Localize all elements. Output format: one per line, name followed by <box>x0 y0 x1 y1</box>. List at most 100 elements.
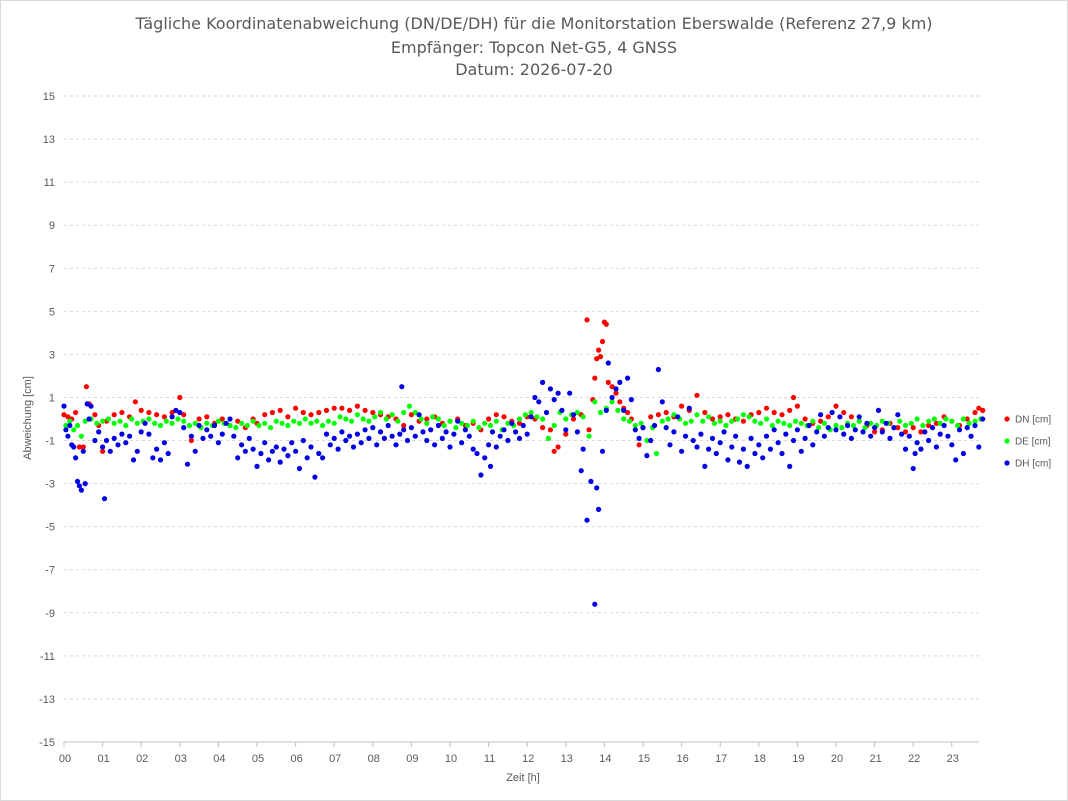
data-point <box>82 481 88 487</box>
data-point <box>63 422 69 429</box>
data-point <box>80 444 86 450</box>
data-point <box>181 418 187 424</box>
data-point <box>74 478 81 484</box>
data-point <box>235 455 241 461</box>
data-point <box>555 444 561 450</box>
data-point <box>597 354 604 360</box>
data-point <box>644 453 650 459</box>
legend-label: DH [cm] <box>1015 459 1051 470</box>
data-point <box>370 425 376 431</box>
data-point <box>154 446 160 452</box>
data-point <box>94 420 100 426</box>
data-point <box>399 384 405 390</box>
data-point <box>540 379 546 385</box>
data-point <box>895 425 901 431</box>
data-point <box>134 448 140 454</box>
data-point <box>536 399 542 405</box>
gridlines <box>64 95 979 700</box>
legend-label: DN [cm] <box>1015 415 1051 426</box>
data-point <box>497 433 503 439</box>
data-point <box>721 429 727 435</box>
data-point <box>653 450 660 457</box>
data-point <box>84 401 90 407</box>
data-point <box>447 444 453 450</box>
data-point <box>509 420 515 426</box>
data-point <box>266 457 272 463</box>
data-point <box>976 405 982 411</box>
data-point <box>964 416 970 422</box>
data-point <box>111 412 117 418</box>
data-point <box>470 446 476 452</box>
data-point <box>563 431 569 437</box>
data-point <box>868 433 874 439</box>
data-point <box>487 463 494 469</box>
data-point <box>540 425 546 431</box>
data-point <box>837 414 843 420</box>
data-point <box>239 442 245 448</box>
data-point <box>980 416 986 422</box>
x-tick-label: 16 <box>676 753 688 765</box>
data-point <box>464 422 470 429</box>
data-point <box>756 442 762 448</box>
data-point <box>493 412 499 418</box>
data-point <box>584 517 590 523</box>
x-tick-label: 12 <box>522 753 534 765</box>
data-point <box>729 418 735 424</box>
data-point <box>377 409 384 416</box>
data-point <box>420 429 426 435</box>
data-point <box>401 409 407 416</box>
data-point <box>254 463 260 469</box>
data-point <box>599 338 606 345</box>
data-point <box>671 412 677 418</box>
data-point <box>972 418 978 424</box>
data-point <box>61 412 67 418</box>
x-tick-label: 05 <box>252 753 264 765</box>
data-point <box>339 405 345 411</box>
data-point <box>418 416 424 422</box>
data-point <box>377 429 384 435</box>
data-point <box>856 418 862 424</box>
data-point <box>528 409 534 416</box>
data-point <box>563 427 569 433</box>
data-point <box>412 433 418 439</box>
data-point <box>269 448 275 454</box>
x-tick-label: 18 <box>754 753 766 765</box>
data-point <box>613 386 619 392</box>
data-point <box>196 416 202 422</box>
data-point <box>860 429 866 435</box>
data-point <box>92 437 98 444</box>
data-point <box>735 416 741 422</box>
data-point <box>522 412 528 418</box>
data-point <box>717 414 723 420</box>
data-point <box>700 418 706 424</box>
data-point <box>775 418 781 424</box>
data-point <box>922 429 928 435</box>
x-tick-label: 08 <box>368 753 380 765</box>
data-point <box>339 429 345 435</box>
data-point <box>204 414 210 420</box>
data-point <box>320 422 326 429</box>
data-point <box>486 442 492 448</box>
data-point <box>926 418 932 424</box>
data-point <box>848 435 855 441</box>
title-line-2: Empfänger: Topcon Net-G5, 4 GNSS <box>391 38 677 57</box>
data-point <box>233 425 239 431</box>
y-tick-label: -9 <box>45 608 55 620</box>
data-point <box>505 437 511 444</box>
data-point <box>424 416 430 422</box>
data-point <box>596 347 602 353</box>
y-tick-label: -13 <box>39 694 55 706</box>
data-point <box>763 405 770 411</box>
data-point <box>528 414 534 420</box>
data-point <box>74 422 81 429</box>
data-point <box>787 463 793 469</box>
data-point <box>547 427 554 433</box>
data-point <box>350 444 357 450</box>
x-tick-label: 20 <box>831 753 843 765</box>
data-point <box>397 431 403 437</box>
data-point <box>783 431 789 437</box>
x-axis-title: Zeit [h] <box>506 772 540 784</box>
data-point <box>63 427 69 433</box>
data-point <box>955 422 961 429</box>
x-tick-label: 11 <box>484 753 495 765</box>
